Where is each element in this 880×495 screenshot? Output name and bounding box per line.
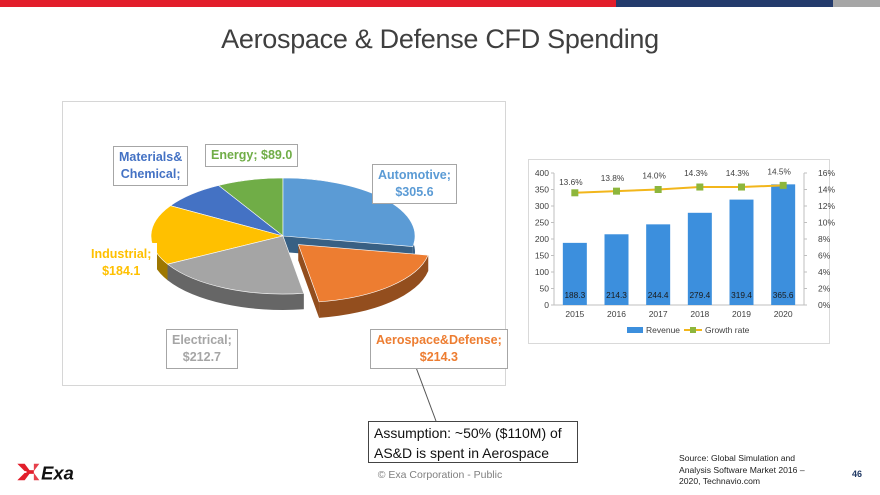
pie-label-aerospace-name: Aerospace&Defense; xyxy=(376,333,502,347)
pie-label-automotive: Automotive; $305.6 xyxy=(372,164,457,204)
source-line3: 2020, Technavio.com xyxy=(679,476,761,486)
exa-logo-text: Exa xyxy=(41,462,74,483)
copyright-footer: © Exa Corporation - Public xyxy=(377,469,503,481)
exa-logo-mark-icon xyxy=(17,463,40,481)
pie-label-materials-line1: Materials& xyxy=(119,150,183,164)
assumption-line2: AS&D is spent in Aerospace xyxy=(374,445,550,461)
pie-label-electrical-name: Electrical; xyxy=(172,333,232,347)
pie-label-electrical: Electrical; $212.7 xyxy=(166,329,238,369)
exa-logo: Exa xyxy=(17,462,74,483)
page-number: 46 xyxy=(852,469,863,479)
pie-label-automotive-value: $305.6 xyxy=(395,185,434,199)
pie-label-industrial: Industrial; $184.1 xyxy=(85,243,158,283)
pie-label-materials-line2: Chemical; xyxy=(120,167,181,181)
pie-label-industrial-name: Industrial; xyxy=(91,247,152,261)
pie-label-aerospace-value: $214.3 xyxy=(419,350,458,364)
top-color-bar xyxy=(0,0,880,7)
bar-chart-frame xyxy=(528,159,830,344)
source-note: Source: Global Simulation and Analysis S… xyxy=(679,453,819,488)
top-bar-gray xyxy=(833,0,880,7)
pie-label-industrial-value: $184.1 xyxy=(102,264,141,278)
pie-label-electrical-value: $212.7 xyxy=(182,350,221,364)
pie-label-materials: Materials& Chemical; xyxy=(113,146,189,186)
top-bar-red xyxy=(0,0,616,7)
pie-label-energy-text: Energy; $89.0 xyxy=(211,148,293,162)
pie-label-automotive-name: Automotive; xyxy=(378,168,451,182)
slide-title: Aerospace & Defense CFD Spending xyxy=(221,24,659,54)
pie-label-energy: Energy; $89.0 xyxy=(205,144,299,167)
assumption-callout: Assumption: ~50% ($110M) of AS&D is spen… xyxy=(368,421,578,463)
source-line2: Analysis Software Market 2016 – xyxy=(679,464,805,475)
assumption-line1: Assumption: ~50% ($110M) of xyxy=(374,425,562,441)
top-bar-navy xyxy=(616,0,833,7)
pie-label-aerospace: Aerospace&Defense; $214.3 xyxy=(370,329,508,369)
source-line1: Source: Global Simulation and xyxy=(679,453,796,463)
